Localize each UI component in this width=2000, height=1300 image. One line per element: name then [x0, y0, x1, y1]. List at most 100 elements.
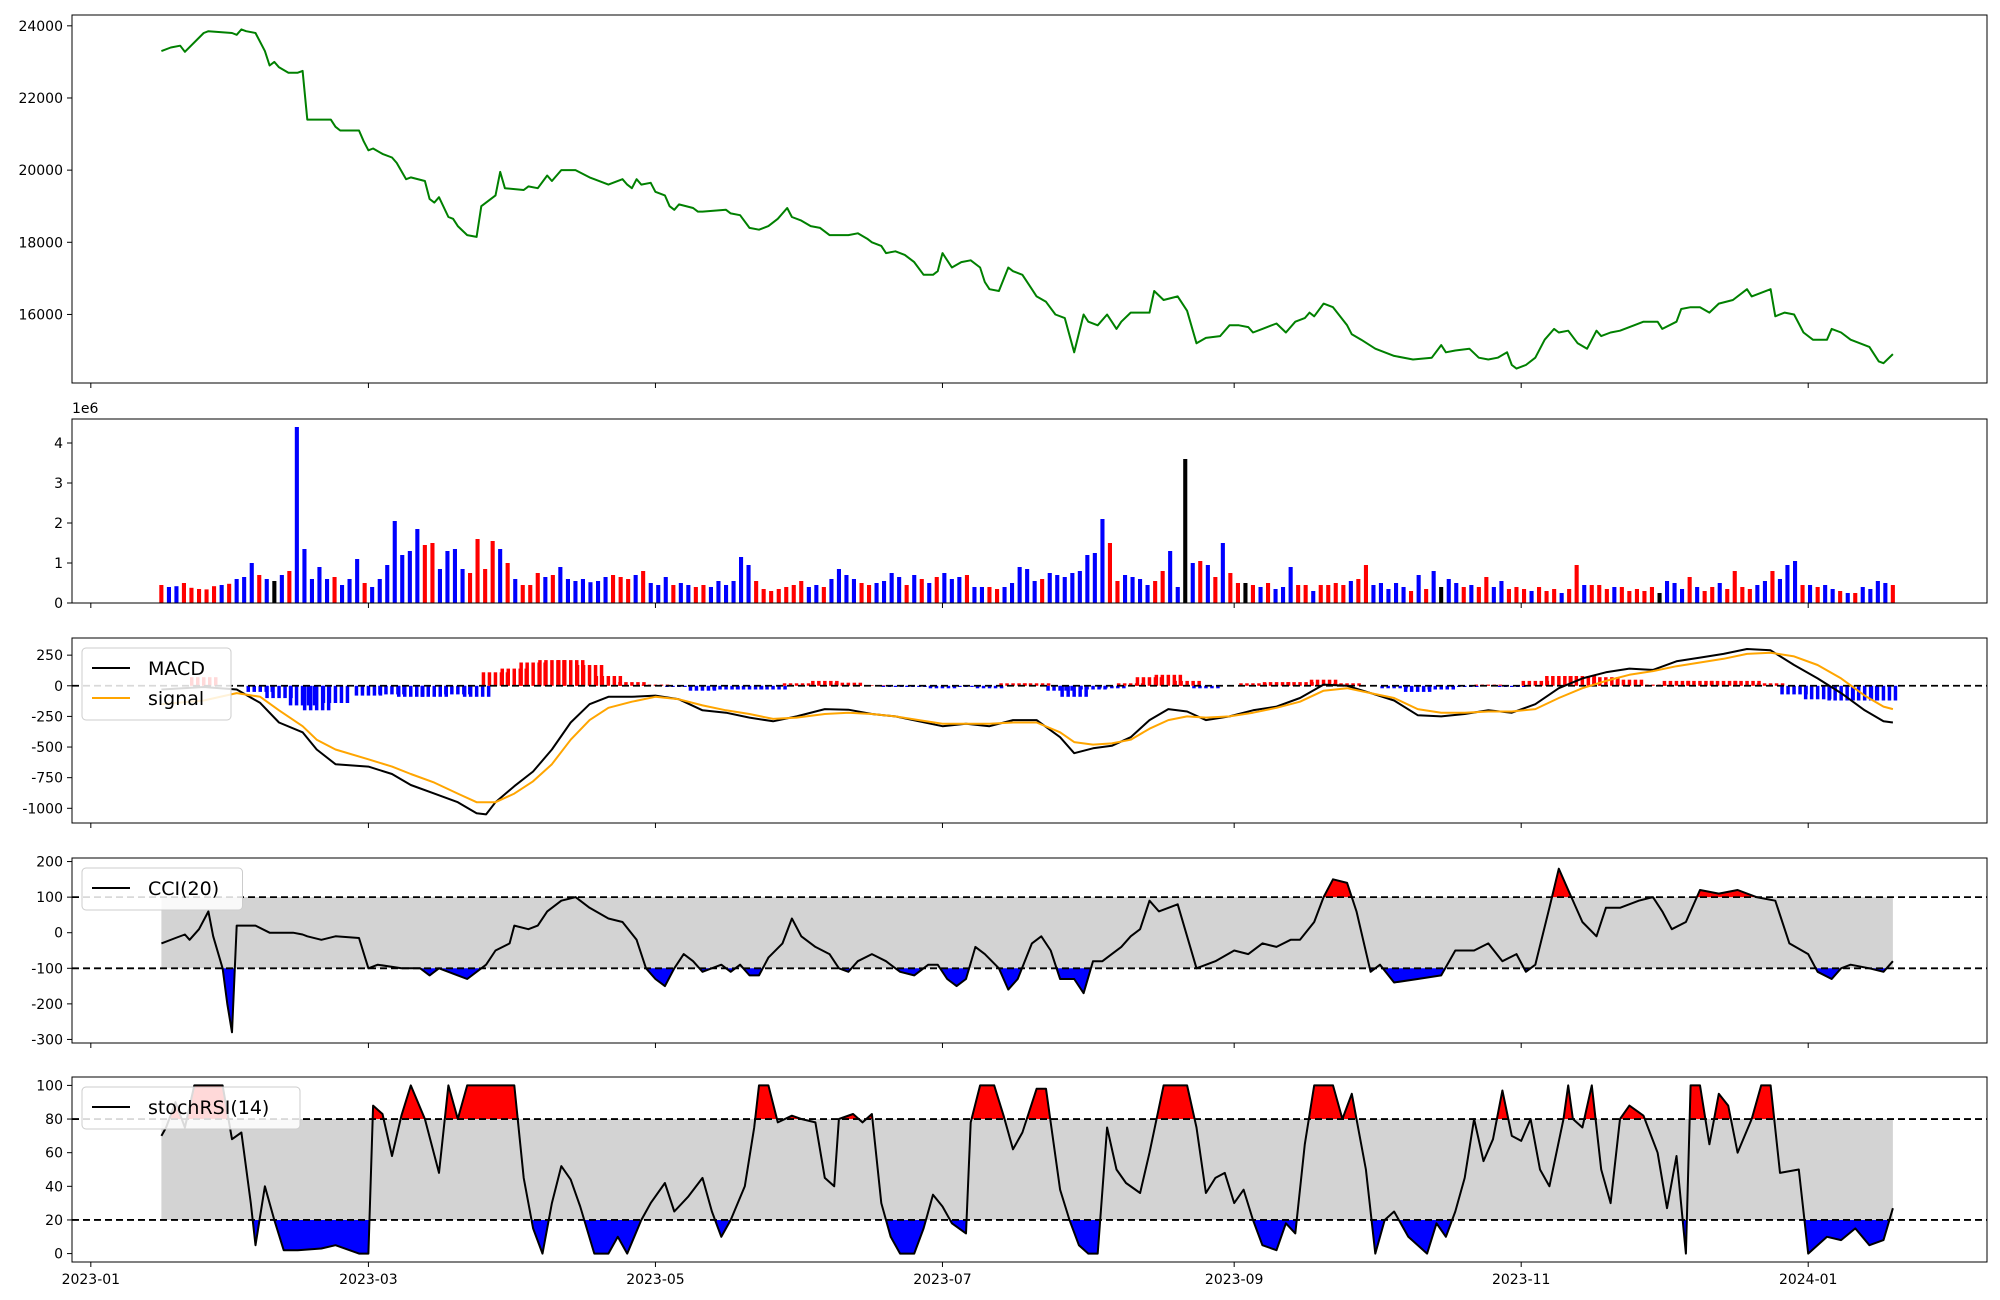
volume-bar [1574, 565, 1579, 603]
macd-histogram-bar [1498, 685, 1502, 687]
volume-bar [475, 539, 480, 603]
macd-histogram-bar [1141, 677, 1146, 686]
volume-bar [1860, 587, 1865, 603]
macd-histogram-bar [1085, 685, 1089, 690]
macd-histogram-bar [806, 683, 811, 686]
volume-bar [1085, 555, 1090, 603]
volume-bar [708, 587, 713, 603]
volume-bar [904, 585, 909, 603]
macd-histogram-bar [594, 676, 599, 686]
volume-bar [332, 577, 337, 603]
volume-bar [964, 575, 969, 603]
macd-histogram-bar [993, 685, 998, 689]
volume-bar [166, 587, 171, 603]
volume-bar [558, 567, 563, 603]
volume-bar [678, 583, 683, 603]
macd-histogram-bar [1274, 682, 1279, 686]
macd-histogram-bar [800, 683, 805, 686]
macd-histogram-bar [905, 685, 909, 687]
macd-histogram-bar [881, 685, 886, 687]
volume-bar [1476, 587, 1481, 603]
macd-histogram-bar [593, 665, 598, 686]
volume-bar [513, 579, 518, 603]
volume-bar [234, 579, 239, 603]
macd-histogram-bar [1060, 685, 1064, 697]
volume-bar [1544, 591, 1549, 603]
volume-bar [851, 579, 856, 603]
volume-bar [1356, 579, 1361, 603]
macd-histogram-bar [1268, 682, 1273, 686]
macd-histogram-bar [1333, 679, 1338, 686]
volume-bar [648, 583, 653, 603]
macd-histogram-bar [840, 682, 845, 686]
macd-histogram-bar [1893, 685, 1898, 701]
volume-bar [272, 581, 277, 603]
macd-histogram-bar [1639, 679, 1644, 686]
volume-bar [437, 569, 442, 603]
volume-bar [1040, 579, 1045, 603]
price-frame [71, 14, 1988, 384]
volume-bar [1198, 561, 1203, 603]
macd-histogram-bar [420, 685, 424, 697]
macd-histogram-bar [1280, 682, 1285, 686]
volume-bar [814, 585, 819, 603]
volume-bar [219, 585, 224, 603]
volume-bar [716, 581, 721, 603]
stochrsi-legend-label: stochRSI(14) [148, 1097, 269, 1119]
macd-histogram-bar [550, 660, 554, 686]
macd-histogram-bar [339, 685, 344, 703]
volume-bar [1665, 581, 1670, 603]
macd-histogram-bar [1845, 685, 1849, 701]
volume-bar [1634, 589, 1639, 603]
cci-ytick-label: -200 [31, 997, 63, 1013]
volume-bar [407, 551, 412, 603]
x-tick-label: 2024-01 [1779, 1272, 1838, 1288]
volume-ytick-label: 2 [54, 516, 63, 532]
volume-bar [1657, 593, 1662, 603]
volume-bar [1469, 585, 1474, 603]
macd-histogram-bar [563, 660, 567, 686]
macd-histogram-bar [450, 685, 454, 695]
macd-histogram-bar [599, 665, 604, 686]
volume-bar [1160, 571, 1165, 603]
volume-bar [1333, 583, 1338, 603]
volume-frame [71, 418, 1988, 604]
volume-bar [596, 581, 601, 603]
macd-histogram-bar [641, 684, 646, 686]
volume-bar [791, 585, 796, 603]
volume-bar [1168, 551, 1173, 603]
macd-histogram-bar [987, 685, 992, 689]
macd-histogram-bar [575, 665, 580, 686]
macd-histogram-bar [1545, 676, 1549, 686]
volume-bar [1130, 577, 1135, 603]
volume-bar [987, 587, 992, 603]
volume-bar [1695, 587, 1700, 603]
macd-histogram-bar [1392, 685, 1396, 689]
macd-histogram-bar [1745, 680, 1749, 686]
volume-bar [347, 579, 352, 603]
macd-histogram-bar [1046, 683, 1051, 686]
macd-histogram-bar [1315, 679, 1320, 686]
macd-histogram-bar [817, 680, 821, 686]
volume-bar [422, 545, 427, 603]
macd-histogram-bar [1627, 679, 1632, 686]
macd-histogram-bar [1216, 685, 1220, 689]
volume-bar [626, 579, 631, 603]
volume-bar [1627, 591, 1632, 603]
volume-bar [979, 587, 984, 603]
volume-bar [724, 585, 729, 603]
cci-overbought-fill [161, 868, 1893, 898]
volume-bar [325, 579, 330, 603]
volume-bar [1823, 585, 1828, 603]
macd-histogram-bar [587, 665, 592, 686]
macd-histogram-bar [952, 685, 957, 689]
macd-histogram-bar [970, 685, 974, 687]
macd-histogram-bar [1380, 685, 1384, 689]
macd-histogram-bar [378, 685, 382, 695]
macd-histogram-bar [1557, 676, 1561, 686]
macd-histogram-bar [1881, 685, 1886, 701]
volume-bar [1702, 591, 1707, 603]
macd-histogram-bar [1474, 684, 1478, 686]
volume-bar [1205, 565, 1210, 603]
